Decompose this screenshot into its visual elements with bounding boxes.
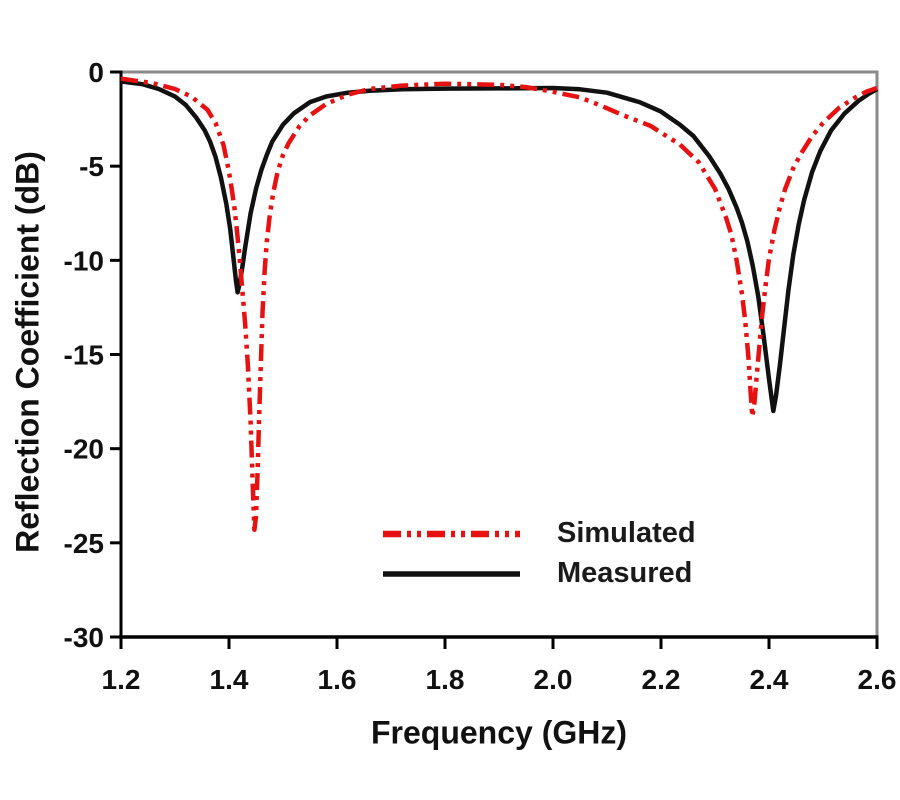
y-tick-label: -10 <box>64 245 104 276</box>
x-axis-title: Frequency (GHz) <box>370 714 628 751</box>
x-tick-label: 2.4 <box>750 664 789 695</box>
x-tick-label: 1.2 <box>102 664 141 695</box>
x-tick-label: 2.6 <box>858 664 897 695</box>
measured-line-sample <box>383 570 520 577</box>
series-measured-curve <box>120 79 879 414</box>
x-tick-label: 1.4 <box>210 664 249 695</box>
series-simulated-curve <box>120 76 878 532</box>
y-tick-label: -25 <box>64 528 104 559</box>
y-tick-label: -30 <box>64 622 104 653</box>
x-tick-label: 1.6 <box>318 664 357 695</box>
y-tick-label: -5 <box>79 151 104 182</box>
legend-item-simulated: Simulated <box>383 517 696 550</box>
simulated-line-sample <box>383 530 520 537</box>
y-tick-label: 0 <box>88 57 104 88</box>
y-tick-label: -15 <box>64 340 104 371</box>
y-tick-label: -20 <box>64 434 104 465</box>
legend: Simulated Measured <box>383 517 696 590</box>
legend-label-measured: Measured <box>557 557 693 589</box>
y-axis-title: Reflection Coefficient (dB) <box>9 151 46 553</box>
x-tick-label: 2.0 <box>534 664 573 695</box>
x-tick-label: 1.8 <box>426 664 465 695</box>
legend-label-simulated: Simulated <box>557 517 696 549</box>
legend-item-measured: Measured <box>383 557 696 590</box>
x-tick-label: 2.2 <box>642 664 681 695</box>
